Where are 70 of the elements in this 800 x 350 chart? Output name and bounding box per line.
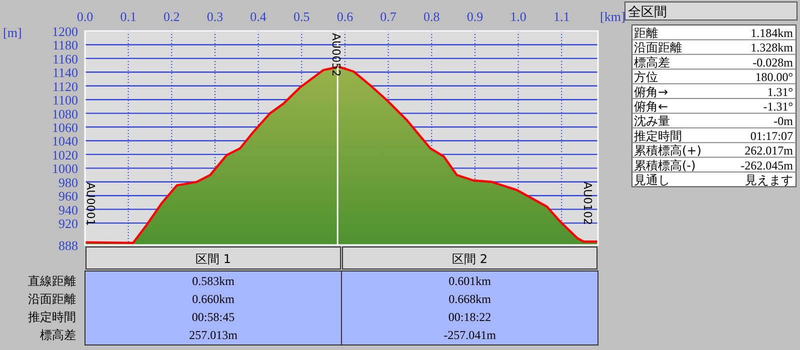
x-tick-label: 0.1: [120, 9, 136, 24]
y-tick-label: 1000: [52, 161, 78, 176]
text: 俯角→: [634, 84, 668, 99]
y-tick-label: 1200: [52, 24, 78, 39]
text: 直線距離: [28, 274, 76, 288]
x-tick-label: 0.9: [466, 9, 484, 24]
x-tick-label: 1.0: [510, 9, 526, 24]
y-tick-label: 1140: [52, 65, 78, 80]
text: 1.184km: [750, 26, 794, 40]
text: 見通し: [634, 173, 670, 187]
y-tick-label: 1120: [52, 78, 78, 94]
y-tick-label: 1080: [52, 106, 78, 122]
text: 沿面距離: [634, 40, 682, 55]
annotation: AU0102: [581, 182, 594, 226]
y-tick-label: 940: [58, 202, 78, 218]
y-tick-label: 1160: [52, 51, 78, 66]
y-tick-label: 980: [58, 174, 78, 190]
text: 距離: [634, 26, 658, 40]
y-axis-title: [m]: [3, 25, 22, 40]
y-tick-label: 960: [58, 188, 78, 204]
text: 00:18:22: [448, 310, 492, 324]
x-tick-label: 0.6: [336, 9, 354, 24]
text: 262.017m: [744, 144, 794, 158]
y-tick-label: 888: [58, 238, 78, 253]
text: -1.31°: [763, 100, 794, 114]
text: 推定時間: [634, 128, 682, 143]
x-tick-label: 0.2: [164, 9, 180, 24]
y-tick-label: 1060: [52, 120, 78, 136]
text: -0.028m: [752, 55, 794, 70]
text: 推定時間: [28, 310, 76, 324]
category-label: 区間 2: [452, 252, 488, 266]
text: -257.041m: [444, 328, 497, 342]
text: 累積標高(+): [634, 144, 702, 158]
text: 沿面距離: [28, 292, 76, 306]
text: 00:58:45: [192, 310, 235, 324]
text: 0.668km: [448, 292, 492, 306]
x-tick-label: 1.1: [553, 9, 570, 24]
text: 沈み量: [634, 114, 670, 128]
y-tick-label: 1180: [52, 38, 78, 53]
text: 01:17:07: [750, 128, 793, 143]
text: 1.31°: [767, 84, 794, 99]
text: 見えます: [745, 173, 793, 187]
text: 1.328km: [750, 40, 794, 55]
x-tick-label: 0.7: [380, 9, 397, 24]
text: 方位: [634, 70, 658, 84]
category-label: 区間 1: [196, 252, 231, 266]
x-axis-title: [km]: [600, 9, 626, 24]
text: 標高差: [40, 328, 76, 342]
y-tick-label: 1020: [52, 147, 78, 162]
text: 標高差: [634, 55, 670, 70]
text: 0.601km: [448, 274, 492, 288]
text: 257.013m: [189, 328, 238, 342]
x-tick-label: 0.0: [76, 9, 94, 24]
x-tick-label: 0.4: [250, 9, 267, 24]
text: 俯角←: [634, 100, 668, 114]
text: 180.00°: [755, 70, 794, 84]
text: -0m: [774, 114, 794, 128]
y-tick-label: 1100: [52, 92, 78, 108]
x-tick-label: 0.5: [294, 9, 310, 24]
text: -262.045m: [740, 158, 794, 172]
x-tick-label: 0.8: [423, 9, 440, 24]
y-tick-label: 1040: [52, 134, 78, 149]
annotation: AU0001: [84, 182, 97, 226]
ref-line-label: AU0052: [330, 33, 343, 77]
text: 0.660km: [192, 292, 236, 306]
y-tick-label: 920: [58, 216, 78, 232]
text: 全区間: [628, 5, 667, 20]
x-tick-label: 0.3: [206, 9, 224, 24]
text: 0.583km: [192, 274, 236, 288]
text: 累積標高(-): [634, 158, 696, 172]
